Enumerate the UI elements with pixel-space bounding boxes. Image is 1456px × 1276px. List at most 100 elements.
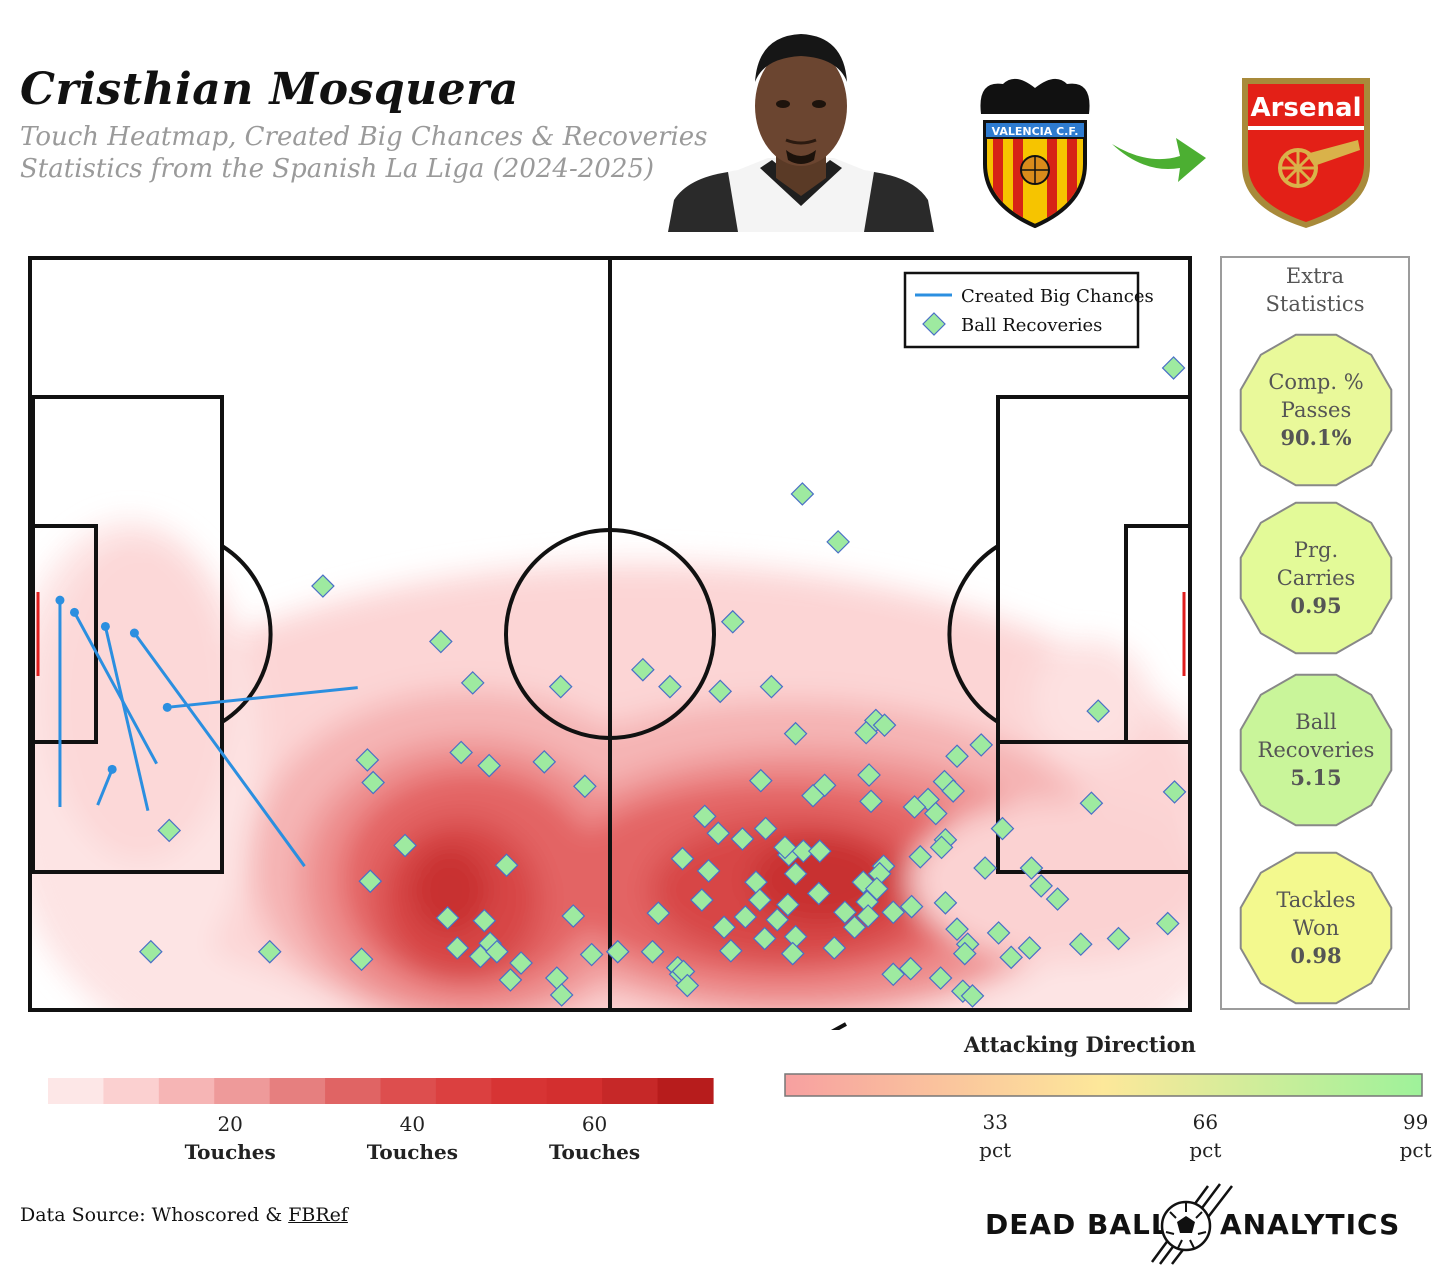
ball-recovery-point xyxy=(561,904,586,928)
ball-recovery-point xyxy=(445,936,470,960)
ball-recovery-point xyxy=(428,629,453,654)
ball-recovery-point xyxy=(720,609,745,634)
extra-stat-badge-shape xyxy=(1239,673,1393,827)
big-chance-line xyxy=(96,768,114,806)
arsenal-crest-text: Arsenal xyxy=(1250,93,1361,123)
chart-title: Cristhian Mosquera xyxy=(20,64,519,115)
ball-recovery-point xyxy=(899,894,924,919)
soccer-ball-icon xyxy=(1150,1183,1233,1265)
touches-colorbar-segment xyxy=(380,1078,437,1104)
extra-stat-label: Tackles xyxy=(1276,888,1356,912)
legend-swatch-recoveries xyxy=(922,312,946,336)
ball-recovery-point xyxy=(960,984,985,1008)
ball-recovery-point xyxy=(752,926,777,951)
ball-recovery-point xyxy=(692,804,717,829)
extra-stat-badge: Tackles Won 0.98 xyxy=(1236,848,1396,1008)
extra-stats-panel xyxy=(1220,256,1410,1010)
extra-stat-label: Passes xyxy=(1280,398,1352,422)
extra-stat-value: 0.98 xyxy=(1290,943,1342,968)
touches-colorbar-segment xyxy=(435,1078,492,1104)
legend-label-recoveries: Ball Recoveries xyxy=(961,315,1102,336)
ball-recovery-point xyxy=(842,915,867,940)
legend-label-big-chances: Created Big Chances xyxy=(961,286,1154,307)
data-source-text: Data Source: Whoscored & xyxy=(20,1204,289,1226)
ball-recovery-point xyxy=(733,905,758,929)
ball-recovery-point xyxy=(498,968,523,992)
percentile-colorbar xyxy=(784,1073,1423,1097)
touches-colorbar-segment xyxy=(103,1078,160,1104)
ball-recovery-point xyxy=(856,904,880,928)
ball-recovery-point xyxy=(881,962,906,987)
ball-recovery-point xyxy=(460,671,485,695)
chart-subtitle-line-2: Statistics from the Spanish La Liga (202… xyxy=(20,154,655,184)
touches-colorbar-segment xyxy=(602,1078,659,1104)
ball-recovery-point xyxy=(358,869,383,894)
ball-recovery-point xyxy=(806,881,831,906)
ball-recovery-point xyxy=(1106,926,1131,951)
data-source-link[interactable]: FBRef xyxy=(288,1204,348,1226)
touches-colorbar-segment xyxy=(214,1078,271,1104)
big-chance-origin xyxy=(100,621,110,631)
ball-recovery-point xyxy=(807,839,832,863)
valencia-crest-logo: VALENCIA C.F. xyxy=(980,78,1090,229)
ball-recovery-point xyxy=(631,657,655,682)
extra-stat-value: 90.1% xyxy=(1280,425,1352,450)
ball-recovery-point xyxy=(573,774,597,799)
big-chance-origin xyxy=(69,607,79,617)
big-chance-line xyxy=(133,632,306,868)
pitch-chart: Created Big Chances Ball Recoveries xyxy=(28,256,1192,1030)
percentile-tick-label: 99 pct xyxy=(1399,1110,1432,1162)
colorbars xyxy=(48,1073,1423,1104)
ball-recovery-point xyxy=(675,973,700,998)
ball-recovery-point xyxy=(658,674,682,699)
big-chance-origin xyxy=(129,628,139,638)
ball-recovery-point xyxy=(881,900,906,925)
ball-recovery-point xyxy=(791,839,816,863)
ball-recovery-point xyxy=(435,906,460,930)
big-chance-origin xyxy=(107,764,117,774)
touches-tick-label: 60 Touches xyxy=(548,1112,641,1164)
ball-recovery-point xyxy=(945,744,969,769)
extra-stats-title: Extra Statistics xyxy=(1220,262,1410,318)
ball-recovery-point xyxy=(783,861,808,886)
arsenal-crest-logo: Arsenal xyxy=(1242,78,1370,228)
chart-subtitle-line-1: Touch Heatmap, Created Big Chances & Rec… xyxy=(20,122,708,152)
extra-stat-badge-shape xyxy=(1239,851,1393,1005)
big-chance-line xyxy=(167,686,358,709)
percentile-tick-label: 33 pct xyxy=(979,1110,1012,1162)
ball-recovery-point xyxy=(549,983,574,1007)
heat-blob xyxy=(1030,640,1150,760)
ball-recovery-point xyxy=(548,674,573,699)
ball-recovery-point xyxy=(696,859,721,883)
attacking-direction-label: Attacking Direction xyxy=(964,1032,1196,1057)
ball-recovery-point xyxy=(718,938,743,963)
percentile-tick-label: 66 pct xyxy=(1189,1110,1222,1162)
ball-recovery-point xyxy=(773,835,797,860)
ball-recovery-point xyxy=(945,917,969,942)
ball-recovery-point xyxy=(933,890,958,915)
ball-recovery-point xyxy=(923,801,948,826)
ball-recovery-point xyxy=(748,768,773,793)
ball-recovery-point xyxy=(747,888,772,912)
big-chance-line xyxy=(103,626,150,812)
ball-recovery-point xyxy=(349,947,374,972)
touches-tick-label: 40 Touches xyxy=(366,1112,458,1164)
ball-recovery-point xyxy=(532,749,557,774)
ball-recovery-point xyxy=(1017,936,1042,960)
ball-recovery-point xyxy=(929,835,954,860)
ball-recovery-point xyxy=(822,936,847,960)
ball-recovery-point xyxy=(1086,699,1111,723)
ball-recovery-point xyxy=(854,720,879,745)
ball-recovery-point xyxy=(999,945,1024,970)
ball-recovery-point xyxy=(941,779,966,803)
ball-recovery-point xyxy=(898,956,923,981)
ball-recovery-point xyxy=(1068,932,1093,957)
extra-stats-title-line-2: Statistics xyxy=(1265,292,1365,316)
pitch-markings xyxy=(28,256,1192,1012)
ball-recovery-point xyxy=(1045,887,1070,911)
extra-stats-title-line-1: Extra xyxy=(1285,264,1345,288)
ball-recovery-point xyxy=(776,892,800,917)
ball-recovery-point xyxy=(765,907,790,932)
extra-stat-label: Won xyxy=(1292,916,1340,940)
brand-text-left: DEAD BALL xyxy=(985,1208,1170,1241)
